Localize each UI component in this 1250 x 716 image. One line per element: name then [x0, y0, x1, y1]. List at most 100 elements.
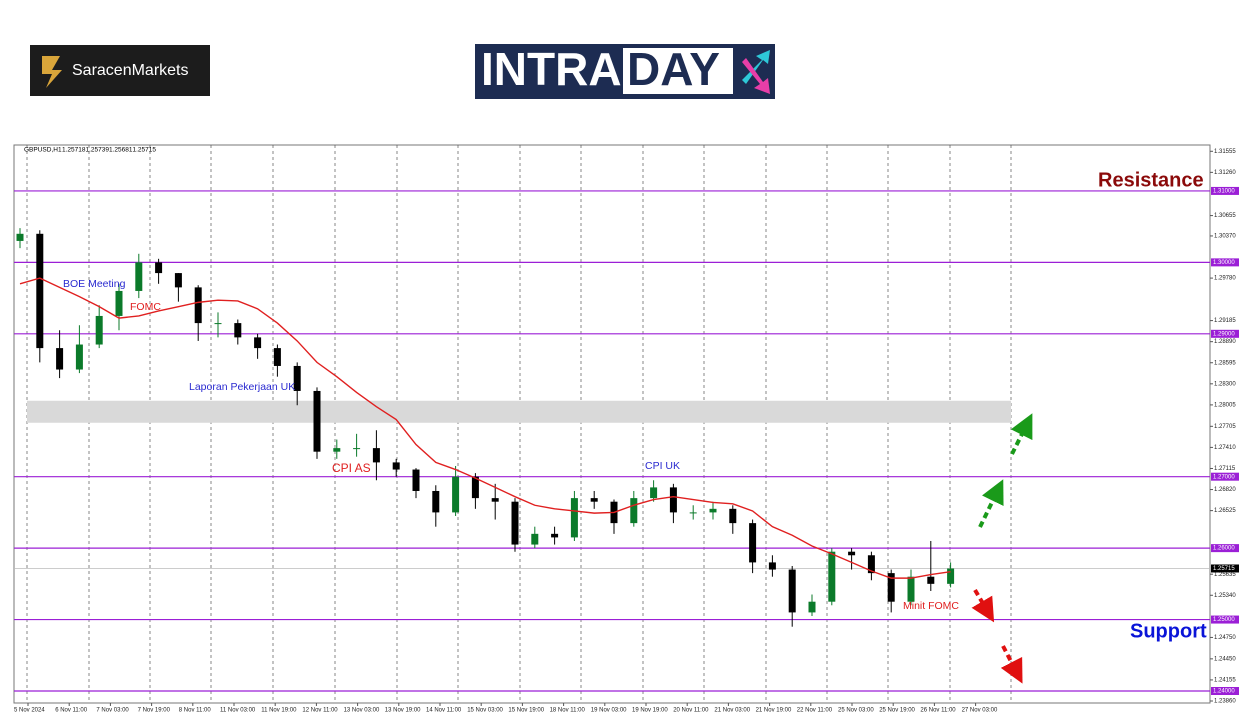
banner-icon [742, 58, 770, 94]
y-tick-label: 1.31260 [1214, 170, 1236, 176]
arrows [971, 413, 1033, 684]
y-tick-label: 1.27410 [1214, 445, 1236, 451]
level-label: 1.24000 [1213, 689, 1235, 695]
candle-body [867, 555, 875, 574]
x-tick-label: 15 Nov 19:00 [508, 708, 544, 714]
banner-highlight [623, 48, 733, 94]
candle-body [115, 290, 123, 316]
candle-body [947, 568, 955, 584]
level-label-box [1211, 258, 1239, 267]
last-price-box [1211, 564, 1239, 573]
candle-body [828, 551, 836, 602]
x-tick-label: 11 Nov 03:00 [220, 708, 256, 714]
annotation: Minit FOMC [903, 600, 959, 612]
candle-body [234, 323, 242, 338]
x-tick-label: 25 Nov 03:00 [838, 708, 874, 714]
x-tick-label: 21 Nov 19:00 [756, 708, 792, 714]
x-tick-label: 7 Nov 19:00 [138, 708, 171, 714]
level-label: 1.27000 [1213, 474, 1235, 480]
y-tick-label: 1.26525 [1214, 508, 1236, 514]
logo-text: SaracenMarkets [72, 62, 189, 79]
x-tick-label: 21 Nov 03:00 [714, 708, 750, 714]
candle-body [392, 462, 400, 470]
y-tick-label: 1.23860 [1214, 699, 1236, 705]
x-tick-label: 27 Nov 03:00 [962, 708, 998, 714]
x-tick-label: 13 Nov 19:00 [385, 708, 421, 714]
level-label-box [1211, 686, 1239, 695]
chart-title: GBPUSD,H1 [24, 147, 62, 154]
candle-body [372, 448, 380, 463]
y-tick-label: 1.28005 [1214, 402, 1236, 408]
candle-body [412, 469, 420, 491]
candle-body [848, 551, 856, 556]
x-tick-label: 12 Nov 11:00 [302, 708, 338, 714]
candle-body [907, 576, 915, 602]
y-tick-label: 1.24450 [1214, 656, 1236, 662]
banner-text: DAY [627, 43, 720, 95]
candle-body [16, 233, 24, 241]
x-tick-label: 8 Nov 11:00 [179, 708, 212, 714]
level-label-box [1211, 329, 1239, 338]
candle-body [491, 498, 499, 502]
zone [27, 400, 1011, 423]
candle-body [155, 262, 163, 274]
header-value: 1.25718 [62, 147, 86, 154]
moving-average [19, 277, 951, 579]
candle-body [669, 487, 677, 513]
y-tick-label: 1.25340 [1214, 593, 1236, 599]
y-tick-label: 1.27115 [1214, 466, 1236, 472]
candle-body [808, 601, 816, 613]
candle-body [749, 523, 757, 563]
annotation: Support [1130, 620, 1207, 642]
x-tick-label: 14 Nov 11:00 [426, 708, 462, 714]
y-tick-label: 1.25635 [1214, 572, 1236, 578]
candle-body [729, 508, 737, 524]
candle-body [56, 348, 64, 370]
annotation: FOMC [130, 301, 161, 313]
level-label: 1.26000 [1213, 546, 1235, 552]
x-tick-label: 15 Nov 03:00 [467, 708, 503, 714]
candle-body [36, 233, 44, 349]
level-label: 1.29000 [1213, 331, 1235, 337]
x-tick-label: 13 Nov 03:00 [344, 708, 380, 714]
candle-body [788, 569, 796, 613]
candle-body [273, 348, 281, 366]
candle-body [531, 533, 539, 545]
level-label: 1.31000 [1213, 189, 1235, 195]
x-tick-label: 18 Nov 11:00 [550, 708, 586, 714]
annotation: Resistance [1098, 169, 1204, 191]
y-tick-label: 1.30370 [1214, 234, 1236, 240]
x-tick-label: 19 Nov 03:00 [591, 708, 627, 714]
y-tick-label: 1.30655 [1214, 213, 1236, 219]
candle-body [353, 448, 361, 450]
candle-body [768, 562, 776, 570]
candle-body [95, 315, 103, 345]
x-tick-label: 7 Nov 03:00 [96, 708, 129, 714]
candle-body [590, 498, 598, 502]
candle-body [293, 365, 301, 391]
x-tick-label: 25 Nov 19:00 [879, 708, 915, 714]
vertical-grid [26, 145, 1012, 703]
x-tick-label: 26 Nov 11:00 [920, 708, 956, 714]
candle-body [194, 287, 202, 324]
level-label-box [1211, 186, 1239, 195]
candle-body [887, 573, 895, 602]
y-tick-label: 1.28300 [1214, 381, 1236, 387]
y-tick-label: 1.24750 [1214, 635, 1236, 641]
candle-body [135, 262, 143, 291]
y-tick-label: 1.29780 [1214, 276, 1236, 282]
y-tick-label: 1.31555 [1214, 149, 1236, 155]
candle-body [333, 448, 341, 452]
candle-body [511, 501, 519, 545]
candle-body [214, 323, 222, 325]
candle-body [630, 498, 638, 524]
candle-body [254, 337, 262, 349]
level-label-box [1211, 544, 1239, 553]
annotation: CPI AS [332, 461, 371, 475]
header-value: 1.25681 [109, 147, 133, 154]
level-label: 1.30000 [1213, 260, 1235, 266]
candle-body [313, 390, 321, 452]
level-label: 1.25000 [1213, 617, 1235, 623]
